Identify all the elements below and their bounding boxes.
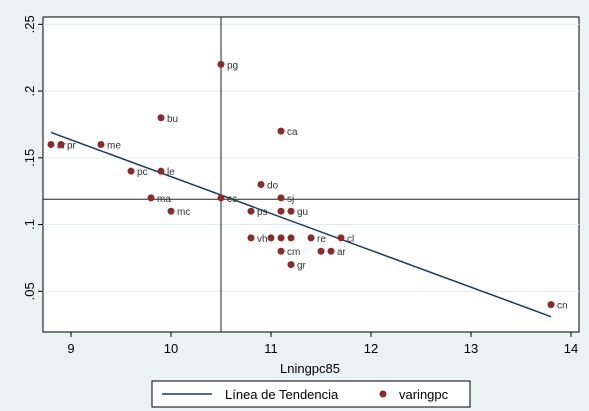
data-point xyxy=(277,207,285,215)
y-tick-label: .05 xyxy=(22,282,37,300)
y-axis: .05 .1 .15 .2 .25 xyxy=(22,15,43,300)
data-point xyxy=(287,234,295,242)
x-axis-title: Lningpc85 xyxy=(280,361,340,376)
data-point xyxy=(277,127,285,135)
point-label: ma xyxy=(157,194,171,205)
x-tick-label: 13 xyxy=(464,341,478,356)
trend-line xyxy=(50,131,552,318)
data-point xyxy=(277,194,285,202)
data-point xyxy=(267,234,275,242)
y-tick-label: .1 xyxy=(22,219,37,230)
data-point xyxy=(217,60,225,68)
trend-line-group xyxy=(50,131,552,318)
data-point xyxy=(327,247,335,255)
data-point xyxy=(157,114,165,122)
data-point xyxy=(247,207,255,215)
data-point xyxy=(277,234,285,242)
plot-area xyxy=(42,16,580,333)
point-label: me xyxy=(107,140,121,151)
x-axis: 9 10 11 12 13 14 xyxy=(67,332,578,356)
legend-points-swatch xyxy=(379,390,387,398)
data-point xyxy=(287,207,295,215)
legend-trend-label: Línea de Tendencia xyxy=(225,387,339,402)
data-point xyxy=(247,234,255,242)
point-label: ca xyxy=(287,127,298,138)
point-label: mc xyxy=(177,207,190,218)
data-point xyxy=(57,140,65,148)
point-label: do xyxy=(267,181,279,192)
data-point xyxy=(217,194,225,202)
x-tick-label: 10 xyxy=(164,341,178,356)
point-label: cm xyxy=(287,247,300,258)
data-point xyxy=(257,181,265,189)
y-tick-label: .15 xyxy=(22,149,37,167)
point-label: ps xyxy=(257,207,268,218)
point-label: pr xyxy=(67,140,77,151)
data-point xyxy=(277,247,285,255)
x-tick-label: 11 xyxy=(264,341,278,356)
point-label: gr xyxy=(297,261,307,272)
point-label: sj xyxy=(287,194,294,205)
legend: Línea de Tendencia varingpc xyxy=(151,380,471,408)
point-label: le xyxy=(167,167,175,178)
point-label: pg xyxy=(227,60,238,71)
point-label: cn xyxy=(557,301,568,312)
data-point xyxy=(167,207,175,215)
point-label: gu xyxy=(297,207,308,218)
point-label: cl xyxy=(347,234,354,245)
point-label: re xyxy=(317,234,326,245)
grid-lines xyxy=(43,23,579,292)
data-point xyxy=(47,140,55,148)
legend-points-label: varingpc xyxy=(399,387,449,402)
data-point xyxy=(127,167,135,175)
data-point xyxy=(157,167,165,175)
data-point xyxy=(317,247,325,255)
point-label: ar xyxy=(337,247,347,258)
data-point xyxy=(547,301,555,309)
x-tick-label: 9 xyxy=(67,341,74,356)
data-point xyxy=(147,194,155,202)
data-points: arprmepclemamcbupgccpsdocasjguvhreclcmar… xyxy=(47,60,568,312)
point-label: vh xyxy=(257,234,268,245)
point-label: pc xyxy=(137,167,148,178)
data-point xyxy=(287,261,295,269)
data-point xyxy=(97,140,105,148)
reference-lines xyxy=(43,17,579,332)
data-point xyxy=(307,234,315,242)
data-point xyxy=(337,234,345,242)
x-tick-label: 12 xyxy=(364,341,378,356)
point-label: bu xyxy=(167,114,178,125)
x-tick-label: 14 xyxy=(564,341,578,356)
y-tick-label: .2 xyxy=(22,86,37,97)
y-tick-label: .25 xyxy=(22,15,37,33)
point-label: cc xyxy=(227,194,237,205)
